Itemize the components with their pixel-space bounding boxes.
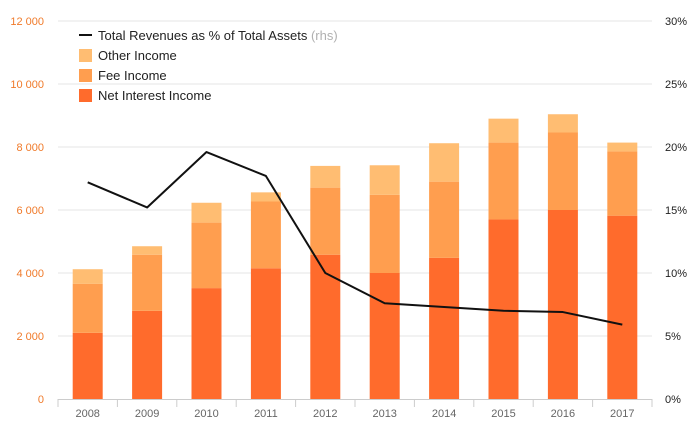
x-tick-label: 2013 [372,408,396,420]
bar-fee-income [310,187,341,255]
x-tick-label: 2008 [75,408,99,420]
bar-other-income [72,269,103,284]
x-tick-label: 2016 [551,408,575,420]
legend-line-name: Total Revenues as % of Total Assets [98,28,308,43]
revenue-ratio-line [87,151,623,326]
bar-net-interest-income [547,210,578,399]
y-right-tick-label: 15% [665,205,687,217]
bar-net-interest-income [191,288,222,399]
bar-fee-income [191,222,222,289]
bar-fee-income [547,132,578,210]
bar-other-income [132,246,163,255]
bar-other-income [429,143,460,182]
y-left-tick-label: 8 000 [16,142,44,154]
y-left-tick-label: 0 [38,394,44,406]
x-tick-label: 2014 [432,408,456,420]
y-left-tick-label: 6 000 [16,205,44,217]
legend-swatch-net-interest-income [79,89,92,102]
bar-fee-income [132,254,163,311]
bar-net-interest-income [369,273,400,399]
bar-other-income [369,165,400,195]
bar-series [72,114,638,399]
y-left-tick-label: 10 000 [10,79,44,91]
y-right-tick-label: 10% [665,268,687,280]
bar-other-income [607,142,638,152]
bar-fee-income [429,181,460,258]
bar-other-income [488,118,519,143]
x-tick-label: 2015 [491,408,515,420]
y-left-tick-label: 12 000 [10,16,44,28]
bar-other-income [250,192,281,202]
y-right-tick-label: 25% [665,79,687,91]
x-tick-label: 2011 [254,408,278,420]
legend-label-other-income: Other Income [98,48,177,63]
y-axis-left: 0 2 000 4 000 6 000 8 000 10 000 12 000 [10,16,44,406]
bar-net-interest-income [132,310,163,399]
legend-label-net-interest-income: Net Interest Income [98,88,211,103]
legend: Total Revenues as % of Total Assets (rhs… [79,28,338,103]
bar-fee-income [607,151,638,216]
legend-swatch-other-income [79,49,92,62]
bar-fee-income [488,142,519,220]
x-tick-label: 2012 [313,408,337,420]
y-left-tick-label: 4 000 [16,268,44,280]
x-axis: 2008 2009 2010 2011 2012 2013 2014 2015 2016 2017 [57,399,653,420]
y-right-tick-label: 0% [665,394,681,406]
legend-line-suffix: (rhs) [311,28,338,43]
legend-label-line: Total Revenues as % of Total Assets (rhs… [98,28,338,43]
bar-other-income [310,165,341,188]
x-tick-label: 2010 [194,408,218,420]
x-tick-label: 2009 [135,408,159,420]
y-right-tick-label: 20% [665,142,687,154]
bar-net-interest-income [72,332,103,399]
legend-label-fee-income: Fee Income [98,68,167,83]
bar-fee-income [72,283,103,333]
bar-net-interest-income [607,215,638,399]
bar-fee-income [369,194,400,273]
legend-swatch-fee-income [79,69,92,82]
bar-net-interest-income [250,268,281,399]
x-tick-label: 2017 [610,408,634,420]
bar-other-income [191,202,222,223]
line-series [87,151,623,326]
y-axis-right: 0% 5% 10% 15% 20% 25% 30% [665,16,687,406]
y-left-tick-label: 2 000 [16,331,44,343]
bar-net-interest-income [429,257,460,399]
bar-other-income [547,114,578,133]
bar-fee-income [250,201,281,269]
y-right-tick-label: 5% [665,331,681,343]
y-right-tick-label: 30% [665,16,687,28]
bar-net-interest-income [310,254,341,399]
